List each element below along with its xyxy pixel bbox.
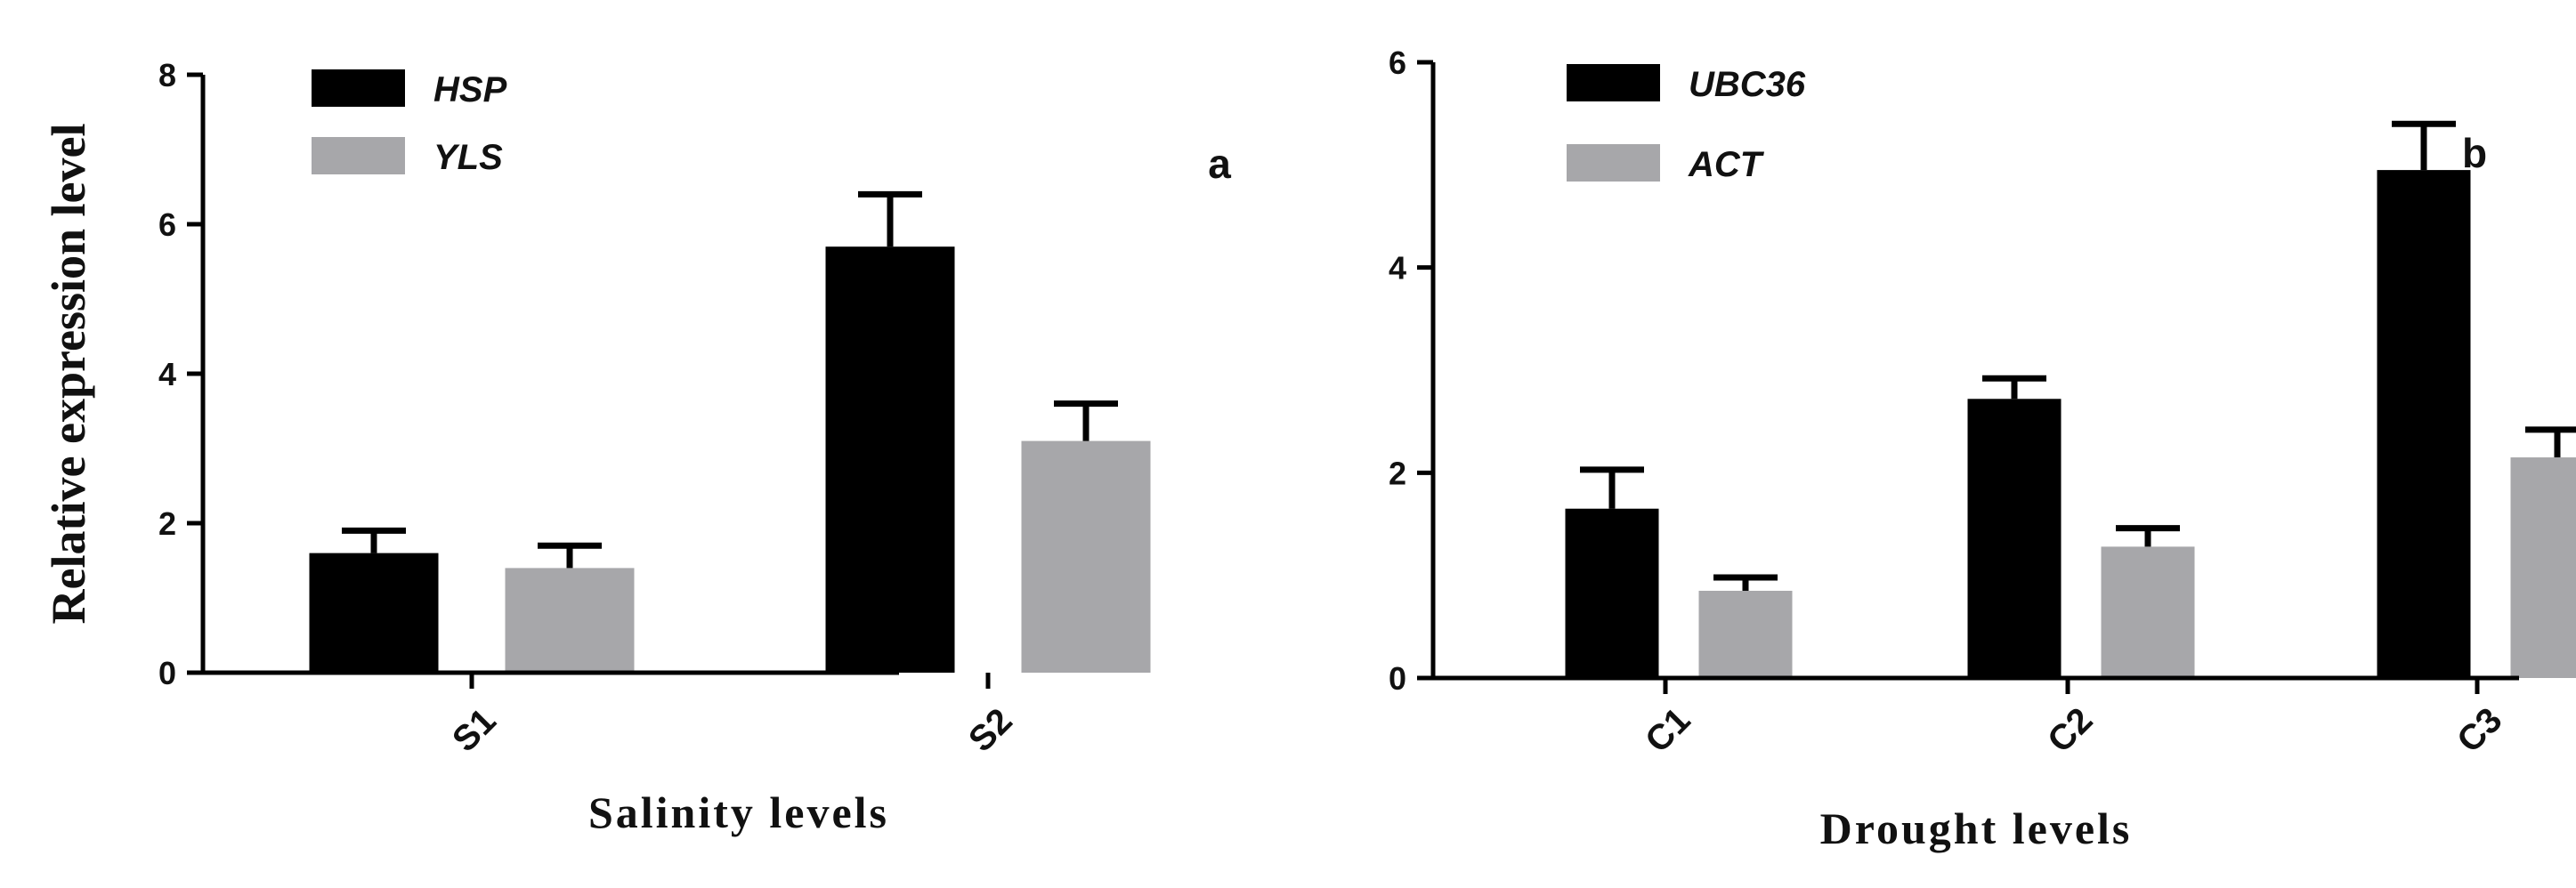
- x-axis-title: Drought levels: [1820, 803, 2133, 853]
- bar-act-c3: [2510, 457, 2576, 678]
- y-tick-label: 0: [1389, 660, 1406, 697]
- y-axis-title: Relative expression level: [42, 124, 95, 625]
- legend-label: YLS: [433, 138, 503, 177]
- bar-ubc36-c2: [1967, 399, 2062, 678]
- y-tick-label: 8: [158, 57, 176, 93]
- bar-act-c2: [2101, 546, 2195, 678]
- y-tick-label: 2: [1389, 455, 1406, 491]
- chart-panel-b: 0 2 4 6 C1 C2 C3 Drought levels UBC36 ACT b: [1389, 44, 2576, 853]
- bar-hsp-s1: [309, 553, 439, 673]
- legend-label: ACT: [1688, 145, 1765, 184]
- y-tick-label: 6: [1389, 44, 1406, 81]
- x-tick-label: C2: [2040, 700, 2100, 760]
- bar-hsp-s2: [825, 246, 955, 673]
- bar-yls-s2: [1021, 440, 1151, 673]
- y-tick-label: 4: [158, 356, 176, 392]
- legend-swatch: [312, 137, 405, 174]
- bar-act-c1: [1698, 590, 1793, 678]
- bar-yls-s1: [505, 568, 635, 673]
- legend-label: HSP: [433, 70, 507, 109]
- x-tick-label: C1: [1638, 700, 1697, 760]
- x-tick-label: C3: [2450, 700, 2509, 760]
- y-tick-label: 4: [1389, 250, 1406, 287]
- legend-swatch: [312, 69, 405, 107]
- x-tick-label: S1: [445, 701, 504, 760]
- legend-label: UBC36: [1689, 65, 1806, 104]
- x-axis-title: Salinity levels: [588, 787, 889, 837]
- x-tick-label: S2: [961, 701, 1020, 760]
- panel-letter: a: [1208, 141, 1231, 187]
- y-tick-label: 0: [158, 655, 176, 691]
- y-tick-label: 6: [158, 206, 176, 243]
- legend-swatch: [1567, 64, 1660, 101]
- legend-swatch: [1567, 144, 1660, 182]
- bar-ubc36-c3: [2377, 170, 2471, 679]
- chart-panel-a: 0 2 4 6 8 S1 S2 Salinity levels Relative express…: [42, 57, 1231, 837]
- y-tick-label: 2: [158, 505, 176, 542]
- bar-ubc36-c1: [1565, 508, 1659, 678]
- panel-letter: b: [2462, 130, 2487, 176]
